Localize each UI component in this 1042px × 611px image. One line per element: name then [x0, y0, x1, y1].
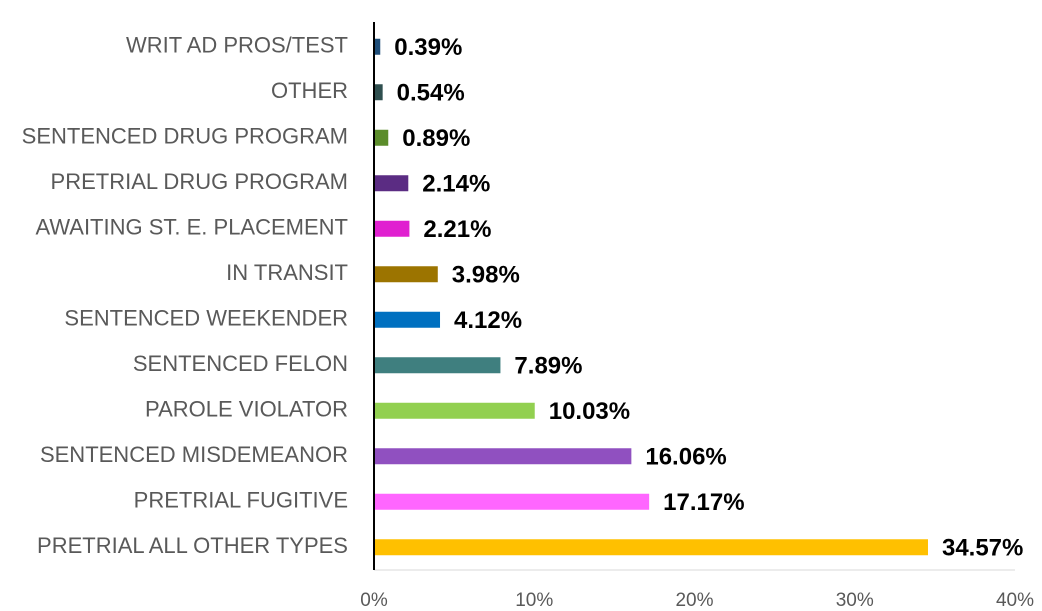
y-tick-label: WRIT AD PROS/TEST — [126, 33, 348, 58]
bar — [374, 357, 501, 374]
value-label: 0.89% — [402, 125, 470, 152]
value-label: 0.54% — [397, 80, 465, 107]
y-tick-label: IN TRANSIT — [226, 260, 348, 285]
value-label: 17.17% — [663, 489, 744, 516]
bar — [374, 493, 650, 510]
y-tick-label: OTHER — [271, 78, 348, 103]
y-tick-label: SENTENCED MISDEMEANOR — [40, 442, 348, 467]
value-label: 3.98% — [452, 262, 520, 289]
bar — [374, 448, 632, 465]
y-tick-label: PAROLE VIOLATOR — [145, 397, 348, 422]
bar — [374, 402, 535, 419]
value-label: 16.06% — [645, 444, 726, 471]
x-tick-label: 20% — [675, 590, 713, 611]
bar — [374, 38, 381, 55]
y-tick-label: PRETRIAL DRUG PROGRAM — [51, 169, 348, 194]
value-label: 0.39% — [394, 34, 462, 61]
value-label: 2.21% — [423, 216, 491, 243]
y-tick-label: SENTENCED DRUG PROGRAM — [22, 124, 348, 149]
value-label: 34.57% — [942, 535, 1023, 562]
value-label: 4.12% — [454, 307, 522, 334]
y-tick-label: SENTENCED WEEKENDER — [64, 306, 348, 331]
x-tick-label: 30% — [836, 590, 874, 611]
bar — [374, 84, 383, 101]
bar — [374, 220, 410, 237]
bar — [374, 311, 441, 328]
y-tick-label: SENTENCED FELON — [133, 351, 348, 376]
bar — [374, 129, 389, 146]
x-tick-label: 10% — [515, 590, 553, 611]
bar — [374, 175, 409, 192]
value-label: 10.03% — [549, 398, 630, 425]
y-tick-label: PRETRIAL FUGITIVE — [134, 488, 348, 513]
value-label: 2.14% — [422, 171, 490, 198]
value-label: 7.89% — [514, 353, 582, 380]
y-tick-label: PRETRIAL ALL OTHER TYPES — [37, 533, 348, 558]
x-tick-label: 0% — [360, 590, 388, 611]
bar — [374, 539, 928, 556]
bar — [374, 266, 438, 283]
y-tick-label: AWAITING ST. E. PLACEMENT — [35, 215, 348, 240]
x-tick-label: 40% — [996, 590, 1034, 611]
